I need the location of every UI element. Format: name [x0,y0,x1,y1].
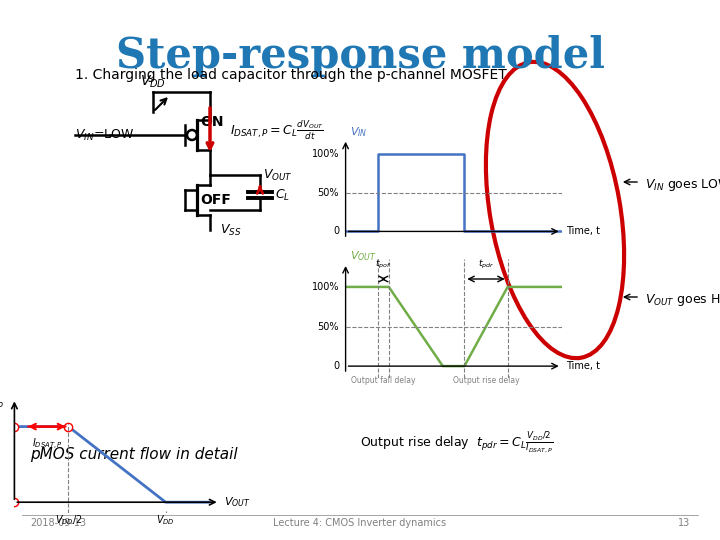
Text: $V_{OUT}$: $V_{OUT}$ [224,495,251,509]
Text: Time, t: Time, t [566,361,600,371]
Text: Output rise delay: Output rise delay [453,376,519,384]
Text: Step-response model: Step-response model [115,35,605,77]
Text: $C_L$: $C_L$ [275,187,290,202]
Text: $V_{OUT}$ goes HIGH: $V_{OUT}$ goes HIGH [645,292,720,308]
Text: $t_{pof}$: $t_{pof}$ [375,258,392,271]
Text: Time, t: Time, t [566,226,600,237]
Text: 13: 13 [678,518,690,528]
Text: $V_{DD}$: $V_{DD}$ [140,73,166,90]
Text: $V_{OUT}$: $V_{OUT}$ [263,167,293,183]
Text: $V_{DD}$: $V_{DD}$ [156,513,175,527]
Text: ON: ON [200,115,223,129]
Text: Output fall delay: Output fall delay [351,376,415,384]
Text: 100%: 100% [312,282,339,292]
Text: $I_{DSAT,P} = C_L \frac{dV_{OUT}}{dt}$: $I_{DSAT,P} = C_L \frac{dV_{OUT}}{dt}$ [230,118,324,141]
Text: $V_{IN}$ goes LOW: $V_{IN}$ goes LOW [645,177,720,193]
Text: $V_{OUT}$: $V_{OUT}$ [350,249,377,263]
Text: $V_{DD}/2$: $V_{DD}/2$ [55,513,82,527]
Text: OFF: OFF [200,193,231,207]
Text: 1. Charging the load capacitor through the p-channel MOSFET: 1. Charging the load capacitor through t… [75,68,507,82]
Text: $V_{IN}$: $V_{IN}$ [350,125,367,139]
Text: Output rise delay  $t_{pdr} = C_L \frac{V_{DD}/2}{I_{DSAT,P}}$: Output rise delay $t_{pdr} = C_L \frac{V… [360,430,554,455]
Text: 2018-09-13: 2018-09-13 [30,518,86,528]
Text: $V_{IN}$=LOW: $V_{IN}$=LOW [75,127,134,143]
Text: $I_{DSAT,P}$: $I_{DSAT,P}$ [32,437,63,453]
Text: Lecture 4: CMOS Inverter dynamics: Lecture 4: CMOS Inverter dynamics [274,518,446,528]
Text: 0: 0 [333,361,339,371]
Text: 50%: 50% [318,188,339,198]
Text: $t_{pdr}$: $t_{pdr}$ [478,258,494,271]
Text: $I_{DS,P}$: $I_{DS,P}$ [0,399,4,414]
Text: pMOS current flow in detail: pMOS current flow in detail [30,447,238,462]
Text: $V_{SS}$: $V_{SS}$ [220,222,241,238]
Text: 0: 0 [333,226,339,237]
Text: 100%: 100% [312,149,339,159]
Text: 50%: 50% [318,321,339,332]
